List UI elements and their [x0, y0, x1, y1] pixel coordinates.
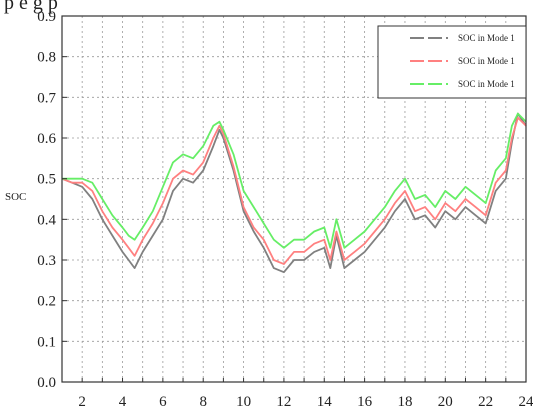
y-tick-label: 0.4: [37, 212, 56, 228]
x-tick-label: 20: [438, 394, 453, 410]
y-tick-label: 0.9: [37, 9, 56, 25]
y-tick-label: 0.7: [37, 90, 56, 106]
x-tick-label: 18: [397, 394, 412, 410]
x-tick-label: 24: [519, 394, 533, 410]
y-tick-label: 0.5: [37, 172, 56, 188]
legend-label: SOC in Mode 1: [458, 56, 515, 66]
y-tick-label: 0.0: [37, 375, 56, 391]
x-tick-label: 6: [159, 394, 167, 410]
x-tick-label: 10: [236, 394, 251, 410]
x-tick-label: 4: [119, 394, 127, 410]
legend-label: SOC in Mode 1: [458, 79, 515, 89]
x-tick-label: 2: [78, 394, 86, 410]
legend-label: SOC in Mode 1: [458, 33, 515, 43]
legend: SOC in Mode 1 SOC in Mode 1 SOC in Mode …: [378, 26, 526, 98]
y-tick-label: 0.2: [37, 294, 56, 310]
y-tick-label: 0.8: [37, 50, 56, 66]
x-tick-label: 16: [357, 394, 373, 410]
y-tick-label: 0.1: [37, 334, 56, 350]
x-tick-label: 22: [478, 394, 493, 410]
x-tick-label: 14: [317, 394, 333, 410]
x-tick-label: 8: [199, 394, 207, 410]
y-tick-label: 0.6: [37, 131, 56, 147]
y-axis-label: SOC: [5, 191, 26, 203]
y-tick-label: 0.3: [37, 253, 56, 269]
x-tick-label: 12: [276, 394, 291, 410]
